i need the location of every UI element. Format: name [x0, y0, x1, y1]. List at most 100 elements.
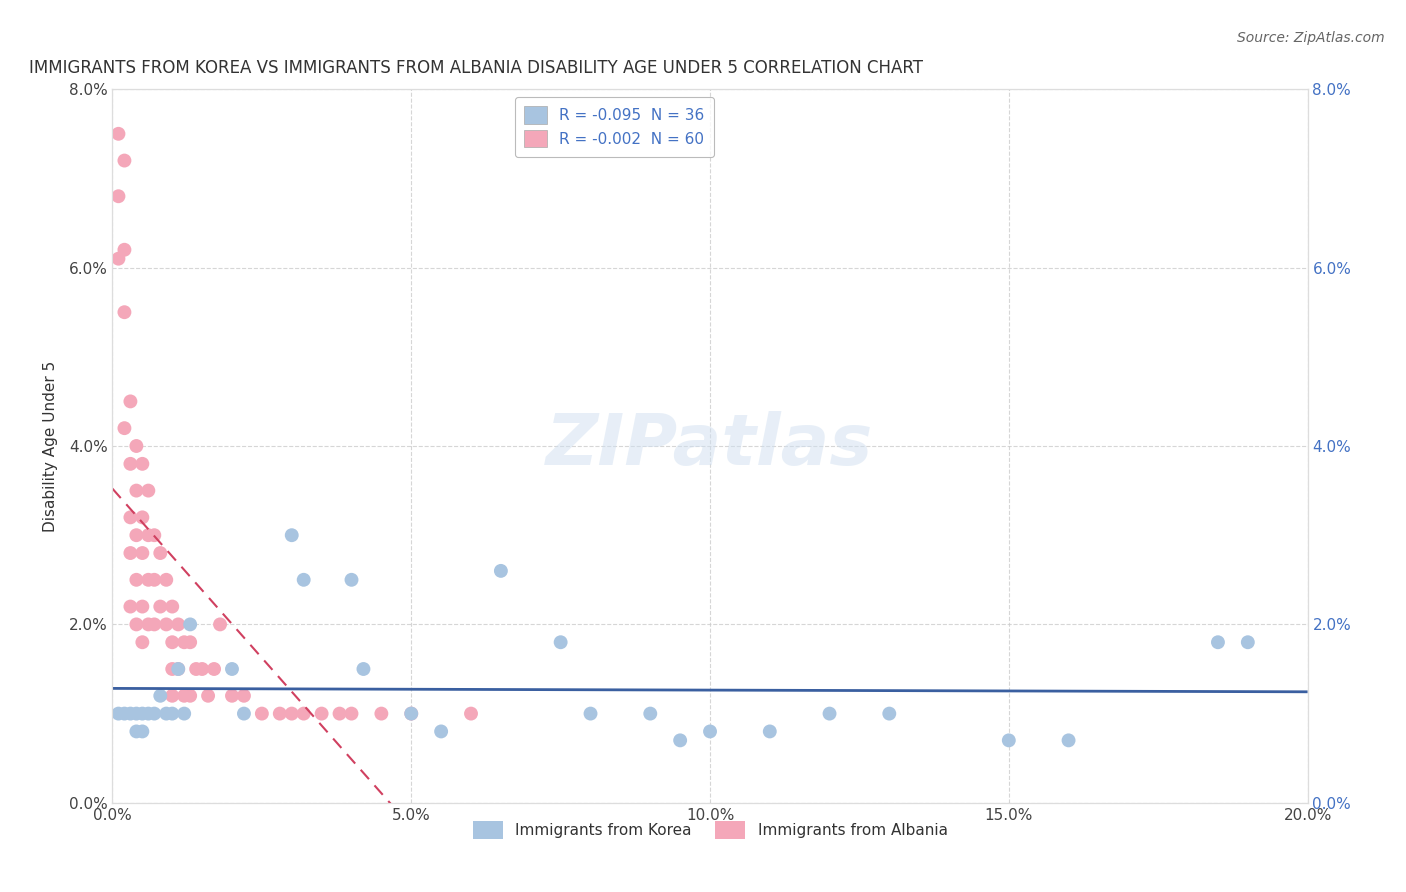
Point — [125, 483, 148, 498]
Point — [143, 617, 166, 632]
Point — [162, 662, 183, 676]
Point — [221, 662, 243, 676]
Point — [292, 706, 315, 721]
Point — [353, 662, 375, 676]
Point — [120, 457, 142, 471]
Point — [489, 564, 512, 578]
Point — [669, 733, 692, 747]
Text: IMMIGRANTS FROM KOREA VS IMMIGRANTS FROM ALBANIA DISABILITY AGE UNDER 5 CORRELAT: IMMIGRANTS FROM KOREA VS IMMIGRANTS FROM… — [28, 59, 922, 77]
Point — [155, 706, 177, 721]
Point — [179, 635, 201, 649]
Point — [107, 252, 129, 266]
Point — [131, 546, 153, 560]
Text: ZIPatlas: ZIPatlas — [547, 411, 873, 481]
Point — [550, 635, 572, 649]
Point — [179, 617, 201, 632]
Legend: Immigrants from Korea, Immigrants from Albania: Immigrants from Korea, Immigrants from A… — [467, 815, 953, 845]
Point — [149, 599, 172, 614]
Point — [138, 528, 160, 542]
Y-axis label: Disability Age Under 5: Disability Age Under 5 — [42, 360, 58, 532]
Point — [202, 662, 225, 676]
Point — [233, 689, 256, 703]
Point — [269, 706, 291, 721]
Point — [131, 457, 153, 471]
Point — [125, 617, 148, 632]
Point — [138, 617, 160, 632]
Point — [311, 706, 333, 721]
Point — [401, 706, 423, 721]
Point — [292, 573, 315, 587]
Point — [114, 706, 135, 721]
Point — [125, 724, 148, 739]
Point — [155, 573, 177, 587]
Point — [998, 733, 1021, 747]
Point — [131, 706, 153, 721]
Point — [155, 617, 177, 632]
Point — [191, 662, 214, 676]
Point — [114, 153, 135, 168]
Point — [281, 706, 304, 721]
Point — [125, 528, 148, 542]
Point — [250, 706, 273, 721]
Point — [173, 635, 195, 649]
Point — [699, 724, 721, 739]
Point — [340, 573, 363, 587]
Point — [281, 528, 304, 542]
Point — [114, 421, 135, 435]
Point — [209, 617, 232, 632]
Point — [173, 689, 195, 703]
Point — [401, 706, 423, 721]
Point — [173, 706, 195, 721]
Point — [162, 706, 183, 721]
Point — [143, 706, 166, 721]
Point — [125, 706, 148, 721]
Point — [233, 706, 256, 721]
Point — [120, 546, 142, 560]
Point — [120, 599, 142, 614]
Point — [143, 573, 166, 587]
Point — [162, 689, 183, 703]
Point — [131, 510, 153, 524]
Point — [430, 724, 453, 739]
Point — [107, 706, 129, 721]
Point — [197, 689, 219, 703]
Point — [460, 706, 482, 721]
Point — [114, 243, 135, 257]
Point — [579, 706, 602, 721]
Point — [818, 706, 841, 721]
Point — [131, 635, 153, 649]
Point — [167, 662, 190, 676]
Point — [120, 510, 142, 524]
Point — [114, 305, 135, 319]
Point — [186, 662, 208, 676]
Point — [1057, 733, 1080, 747]
Point — [221, 689, 243, 703]
Point — [107, 189, 129, 203]
Point — [120, 706, 142, 721]
Point — [149, 689, 172, 703]
Point — [138, 483, 160, 498]
Point — [120, 394, 142, 409]
Point — [149, 546, 172, 560]
Point — [162, 599, 183, 614]
Point — [138, 706, 160, 721]
Point — [162, 635, 183, 649]
Point — [143, 528, 166, 542]
Point — [370, 706, 392, 721]
Point — [879, 706, 901, 721]
Point — [167, 617, 190, 632]
Point — [167, 662, 190, 676]
Point — [131, 724, 153, 739]
Point — [640, 706, 662, 721]
Text: Source: ZipAtlas.com: Source: ZipAtlas.com — [1237, 31, 1385, 45]
Point — [138, 573, 160, 587]
Point — [1237, 635, 1260, 649]
Point — [131, 599, 153, 614]
Point — [340, 706, 363, 721]
Point — [1206, 635, 1229, 649]
Point — [125, 439, 148, 453]
Point — [179, 689, 201, 703]
Point — [107, 127, 129, 141]
Point — [759, 724, 782, 739]
Point — [329, 706, 352, 721]
